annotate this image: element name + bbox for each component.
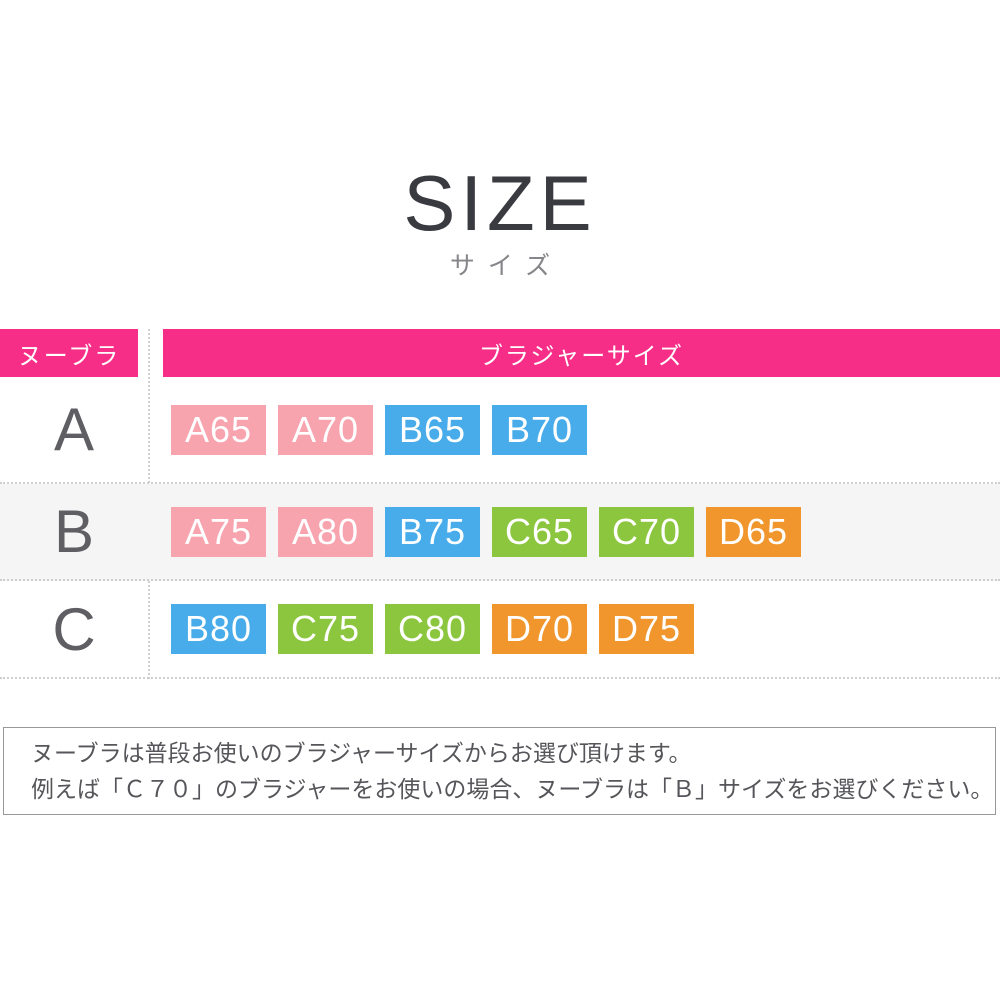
size-chip: C70 <box>599 506 694 557</box>
size-chip: A65 <box>171 404 266 455</box>
size-chip: C65 <box>492 506 587 557</box>
page-title: SIZE <box>403 159 597 247</box>
size-chip: C75 <box>278 604 373 654</box>
page-subtitle: サイズ <box>449 252 564 280</box>
size-chip: B75 <box>385 506 480 557</box>
size-chip: C80 <box>385 604 480 654</box>
size-chip: D70 <box>492 604 587 654</box>
size-chip: A75 <box>171 506 266 557</box>
table-row: A A65 A70 B65 B70 <box>0 377 1000 484</box>
size-chip: A70 <box>278 404 373 455</box>
size-table-rows: A A65 A70 B65 B70 B A75 A80 B75 C65 C70 D65 C B80 C75 C… <box>0 377 1000 679</box>
size-chip: B65 <box>385 404 480 455</box>
size-chip: D75 <box>599 604 694 654</box>
column-header-bra-size: ブラジャーサイズ <box>163 329 1000 377</box>
note-line-1: ヌーブラは普段お使いのブラジャーサイズからお選び頂けます。 <box>31 740 692 766</box>
row-label: B <box>53 498 95 565</box>
note-line-2: 例えば「Ｃ７０」のブラジャーをお使いの場合、ヌーブラは「Ｂ」サイズをお選びくださ… <box>31 776 994 802</box>
size-chip: B80 <box>171 604 266 654</box>
chip-list: A65 A70 B65 B70 <box>171 404 587 455</box>
column-header-nubra: ヌーブラ <box>0 329 138 377</box>
size-chip: D65 <box>706 506 801 557</box>
row-label: A <box>53 396 95 463</box>
table-row: C B80 C75 C80 D70 D75 <box>0 581 1000 679</box>
table-row: B A75 A80 B75 C65 C70 D65 <box>0 484 1000 581</box>
chip-list: A75 A80 B75 C65 C70 D65 <box>171 506 801 557</box>
chip-list: B80 C75 C80 D70 D75 <box>171 604 694 654</box>
size-chip: B70 <box>492 404 587 455</box>
row-label: C <box>52 595 96 663</box>
size-chip: A80 <box>278 506 373 557</box>
note-box: ヌーブラは普段お使いのブラジャーサイズからお選び頂けます。 例えば「Ｃ７０」のブ… <box>3 727 996 815</box>
